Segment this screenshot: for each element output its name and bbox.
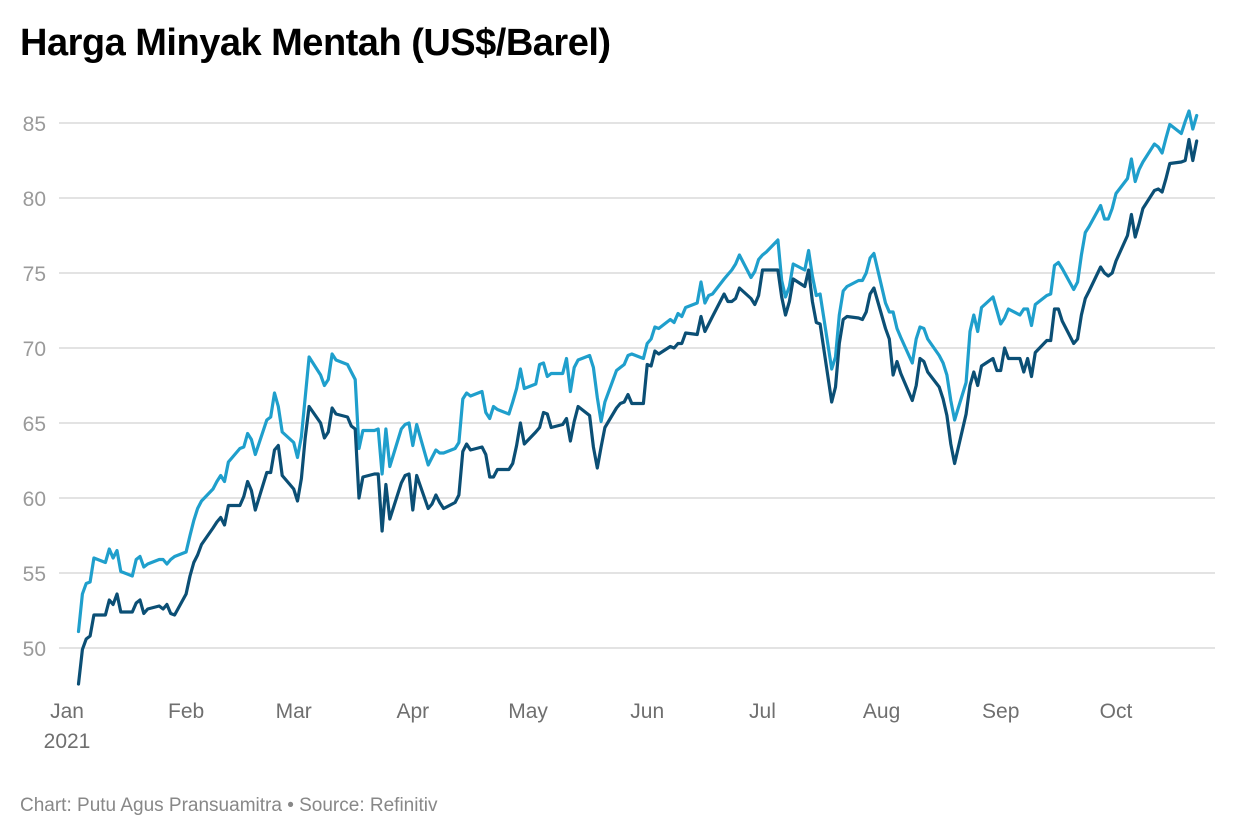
y-tick-label: 50: [23, 638, 46, 661]
gridlines: [59, 122, 1215, 649]
x-tick-label: Feb: [168, 700, 204, 723]
x-tick-label: Oct: [1100, 700, 1133, 723]
series-line-lower: [76, 137, 1199, 686]
x-axis-ticks: Jan 2021 Feb Mar Apr May Jun Jul Aug Sep Oct: [44, 700, 1133, 753]
x-tick-label: Sep: [982, 700, 1019, 723]
series-line-upper: [76, 109, 1199, 634]
x-tick-label: Jan: [50, 700, 84, 723]
chart-credit-footer: Chart: Putu Agus Pransuamitra • Source: …: [20, 795, 438, 816]
y-tick-label: 75: [23, 263, 46, 286]
y-tick-label: 70: [23, 338, 46, 361]
x-tick-label: Aug: [863, 700, 900, 723]
x-tick-year-label: 2021: [44, 730, 91, 753]
x-tick-label: Mar: [276, 700, 312, 723]
x-tick-label: May: [508, 700, 548, 723]
x-tick-label: Jun: [630, 700, 664, 723]
y-axis-ticks: 50 55 60 65 70 75 80 85: [23, 113, 46, 661]
x-tick-label: Apr: [396, 700, 429, 723]
y-tick-label: 80: [23, 188, 46, 211]
y-tick-label: 85: [23, 113, 46, 136]
y-tick-label: 60: [23, 488, 46, 511]
y-tick-label: 55: [23, 563, 46, 586]
series-lines: [76, 109, 1199, 686]
chart-title: Harga Minyak Mentah (US$/Barel): [20, 22, 611, 64]
y-tick-label: 65: [23, 413, 46, 436]
x-tick-label: Jul: [749, 700, 776, 723]
